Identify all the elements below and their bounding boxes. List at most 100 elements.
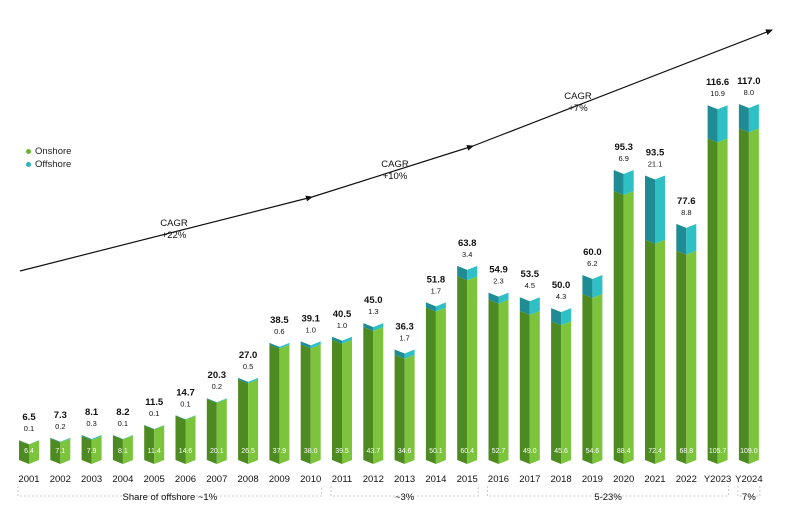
offshore-bar-15-left-face [488,292,499,304]
onshore-value-label: 49.0 [523,448,537,455]
x-tick-label: 2002 [50,474,71,485]
onshore-value-label: 34.6 [398,448,412,455]
x-tick-label: 2021 [644,474,665,485]
x-tick-label: 2005 [144,474,165,485]
onshore-bar-14-right-face [467,276,478,464]
legend-onshore-label: Onshore [35,146,72,157]
cagr-value: +7% [568,103,588,114]
offshore-bar-18-right-face [592,275,603,298]
offshore-bar-11-right-face [373,323,384,332]
onshore-bar-1-left-face [50,438,61,464]
onshore-value-label: 52.7 [492,448,506,455]
total-value-label: 95.3 [614,142,633,153]
onshore-bar-3-right-face [122,435,133,464]
onshore-bar-19-right-face [623,191,634,464]
offshore-bar-0-left-face [19,440,29,445]
total-value-label: 40.5 [333,309,352,320]
onshore-bar-8-left-face [269,344,280,464]
onshore-value-label: 37.9 [273,448,287,455]
offshore-value-label: 2.3 [493,277,503,286]
offshore-bar-23-right-face [748,104,759,133]
onshore-value-label: 6.4 [24,448,34,455]
offshore-bar-11-left-face [363,323,374,332]
x-tick-label: 2019 [582,474,603,485]
offshore-bar-13-right-face [435,302,446,312]
x-tick-label: 2017 [519,474,540,485]
onshore-value-label: 68.8 [679,448,693,455]
offshore-share-label: 5-23% [594,492,622,503]
offshore-bar-23-left-face [738,104,749,133]
offshore-bar-5-right-face [185,415,196,420]
x-tick-label: Y2023 [704,474,731,485]
cagr-label: CAGR [564,91,592,102]
onshore-bar-10-right-face [342,339,352,464]
offshore-bar-9-right-face [310,341,321,349]
total-value-label: 20.3 [208,370,227,381]
x-tick-label: 2003 [81,474,102,485]
offshore-bar-9-left-face [300,341,311,349]
cagr-arrow-1 [311,144,474,198]
total-value-label: 53.5 [521,269,540,280]
offshore-bar-6-right-face [216,398,227,403]
x-tick-label: 2012 [363,474,384,485]
offshore-bar-17-right-face [561,308,572,326]
offshore-bar-3-left-face [112,435,123,440]
legend-item-onshore: Onshore [26,145,71,158]
total-value-label: 6.5 [22,412,36,423]
offshore-bar-4-right-face [154,425,165,430]
offshore-bar-14-right-face [467,265,478,281]
total-value-label: 77.6 [677,196,696,207]
offshore-share-bracket [330,486,479,497]
total-value-label: 45.0 [364,295,383,306]
offshore-bar-12-left-face [394,349,405,359]
x-tick-label: 2009 [269,474,290,485]
total-value-label: 63.8 [458,238,477,249]
onshore-bar-23-right-face [748,128,759,465]
offshore-bar-17-left-face [551,308,562,326]
onshore-bar-12-left-face [394,354,405,464]
x-tick-label: 2018 [551,474,572,485]
offshore-bar-8-right-face [279,342,290,349]
onshore-bar-12-right-face [404,354,415,464]
cagr-value: +10% [383,171,408,182]
onshore-bar-17-right-face [561,321,572,464]
offshore-bar-7-right-face [248,377,259,384]
onshore-bar-20-right-face [655,239,665,464]
offshore-value-label: 4.5 [525,281,535,290]
total-value-label: 60.0 [583,247,602,258]
offshore-value-label: 1.7 [431,286,441,295]
offshore-bar-4-left-face [144,425,155,430]
onshore-bar-19-left-face [613,191,624,464]
offshore-value-label: 0.5 [243,362,253,371]
onshore-bar-18-left-face [582,293,593,464]
onshore-bar-16-left-face [519,310,530,464]
offshore-value-label: 0.1 [24,424,34,433]
onshore-bar-13-right-face [435,307,446,464]
onshore-bar-6-left-face [206,398,217,464]
onshore-bar-11-left-face [363,327,374,464]
x-tick-label: 2022 [676,474,697,485]
x-tick-label: 2010 [300,474,321,485]
cagr-label: CAGR [381,159,409,170]
x-tick-label: 2006 [175,474,196,485]
offshore-bar-16-left-face [519,297,530,315]
offshore-value-label: 1.3 [368,307,378,316]
offshore-value-label: 0.6 [274,327,284,336]
cagr-arrow-0 [19,195,313,272]
onshore-bar-22-right-face [717,138,728,464]
onshore-bar-15-right-face [498,299,509,464]
onshore-bar-2-left-face [81,435,92,464]
onshore-value-label: 38.0 [304,448,318,455]
onshore-bar-4-right-face [154,425,165,464]
onshore-bar-13-left-face [425,307,436,464]
total-value-label: 51.8 [427,274,446,285]
total-value-label: 8.1 [85,407,99,418]
onshore-value-label: 8.1 [118,448,128,455]
total-value-label: 54.9 [489,265,508,276]
offshore-bar-13-left-face [425,302,436,312]
onshore-bar-3-left-face [112,435,123,464]
x-tick-label: 2013 [394,474,415,485]
onshore-bar-21-left-face [676,250,687,464]
offshore-value-label: 6.9 [618,154,628,163]
onshore-bar-0-right-face [29,440,39,464]
